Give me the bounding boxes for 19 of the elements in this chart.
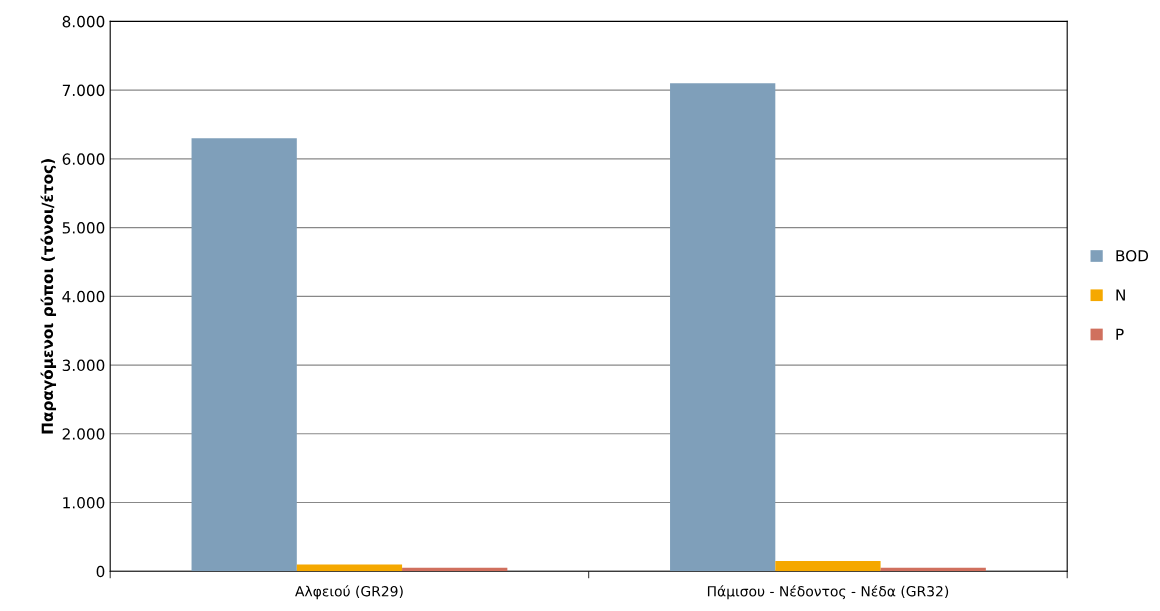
y-tick-label: 6.000 [62, 153, 105, 165]
y-tick-label: 5.000 [62, 222, 105, 234]
x-tick-label: Αλφειού (GR29) [295, 585, 403, 600]
y-axis-title: Παραγόμενοι ρύποι (τόνοι/έτος) [40, 159, 57, 434]
y-tick-label: 2.000 [62, 428, 105, 440]
y-tick-label: 4.000 [62, 290, 105, 303]
y-tick-label: 8.000 [62, 15, 105, 28]
y-tick-label: 3.000 [62, 359, 105, 372]
x-tick-label: Πάμισου - Νέδοντος - Νέδα (GR32) [707, 585, 949, 600]
bar [670, 83, 776, 572]
y-tick-label: 0 [96, 565, 105, 578]
bar [296, 564, 403, 572]
bar [191, 138, 297, 572]
legend-label: N [1116, 289, 1125, 301]
bar [775, 560, 881, 572]
legend-label: P [1116, 328, 1124, 340]
legend-label: BOD [1116, 249, 1149, 262]
y-tick-label: 7.000 [62, 84, 105, 97]
y-tick-label: 1.000 [63, 497, 105, 509]
